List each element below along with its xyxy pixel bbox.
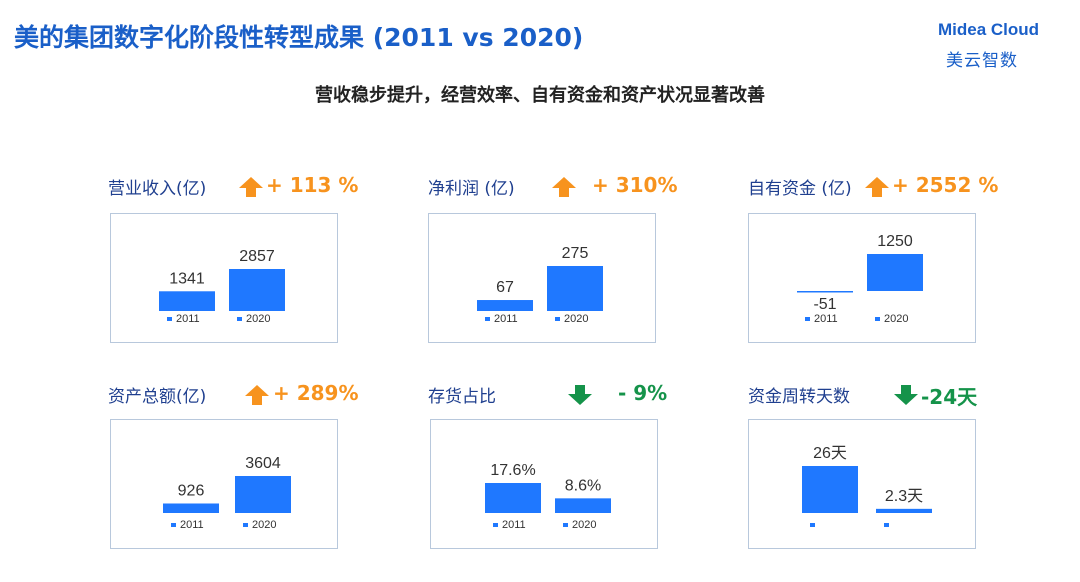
kpi-bar-chart: -51 1250 2011 2020 [797,233,923,325]
kpi-title: 营业收入(亿) [108,179,207,199]
kpi-bar-chart: 1341 2857 2011 2020 [159,248,285,325]
kpi-change: + 289% [273,381,359,405]
legend-label: 2020 [246,313,270,325]
legend-label: 2011 [176,313,200,325]
bar-value-label: 926 [178,482,205,499]
legend-marker [243,523,248,527]
bar-value-label: 67 [496,279,514,296]
bar-2020 [229,269,285,311]
legend-marker [485,317,490,321]
kpi-title: 存货占比 [428,387,496,407]
legend-marker [805,317,810,321]
legend-marker [493,523,498,527]
bar-value-label: 3604 [245,455,281,472]
bar-2020 [555,498,611,513]
kpi-bar-chart: 926 3604 2011 2020 [163,455,291,531]
bar-item0 [802,466,858,513]
bar-2011 [485,483,541,513]
kpi-change: -24天 [921,385,978,409]
arrow-up-icon [244,384,270,410]
legend-marker [237,317,242,321]
arrow-up-icon [551,176,577,202]
kpi-change: + 310% [592,173,678,197]
kpi-change: + 113 % [266,173,359,197]
kpi-title: 自有资金 (亿) [748,179,852,199]
page-subtitle: 营收稳步提升，经营效率、自有资金和资产状况显著改善 [315,85,765,106]
kpi-chart-card: 926 3604 2011 2020 [110,419,338,549]
bar-2011 [163,503,219,513]
bar-item1 [876,508,932,513]
kpi-title: 资金周转天数 [748,387,850,407]
bar-value-label: 8.6% [565,477,601,494]
logo-text-cn: 美云智数 [946,51,1018,71]
bar-2011 [797,291,853,293]
legend-marker [167,317,172,321]
kpi-chart-card: 17.6% 8.6% 2011 2020 [430,419,658,549]
bar-2011 [159,291,215,311]
legend-label: 2011 [180,519,204,531]
legend-marker [875,317,880,321]
arrow-down-icon [893,384,919,410]
kpi-bar-chart: 17.6% 8.6% 2011 2020 [485,462,611,531]
bar-value-label: 26天 [813,445,847,462]
arrow-down-icon [567,384,593,410]
bar-value-label: 17.6% [490,462,535,479]
bar-value-label: -51 [813,296,836,313]
legend-label: 2020 [252,519,276,531]
kpi-change: - 9% [618,381,668,405]
kpi-title: 资产总额(亿) [108,387,207,407]
bar-2020 [547,266,603,311]
legend-label: 2011 [502,519,526,531]
bar-value-label: 1341 [169,270,205,287]
legend-marker [171,523,176,527]
bar-value-label: 275 [562,245,589,262]
kpi-bar-chart: 67 275 2011 2020 [477,245,603,325]
legend-marker [555,317,560,321]
legend-label: 2020 [564,313,588,325]
legend-marker [810,523,815,527]
bar-value-label: 1250 [877,233,913,250]
legend-label: 2011 [814,313,838,325]
legend-marker [563,523,568,527]
arrow-up-icon [238,176,264,202]
bar-2020 [867,254,923,291]
page-title: 美的集团数字化阶段性转型成果 (2011 vs 2020) [14,23,584,52]
kpi-chart-card: 26天 2.3天 [748,419,976,549]
bar-value-label: 2857 [239,248,275,265]
midea-cloud-logo: Midea Cloud 美云智数 [938,20,1068,71]
legend-label: 2020 [884,313,908,325]
logo-text-en: Midea Cloud [938,20,1040,39]
legend-label: 2020 [572,519,596,531]
legend-marker [884,523,889,527]
kpi-chart-card: 1341 2857 2011 2020 [110,213,338,343]
kpi-chart-card: 67 275 2011 2020 [428,213,656,343]
bar-value-label: 2.3天 [885,488,923,505]
legend-label: 2011 [494,313,518,325]
kpi-chart-card: -51 1250 2011 2020 [748,213,976,343]
arrow-up-icon [864,176,890,202]
kpi-bar-chart: 26天 2.3天 [802,445,932,527]
kpi-change: + 2552 % [892,173,999,197]
kpi-title: 净利润 (亿) [428,179,515,199]
bar-2011 [477,300,533,311]
bar-2020 [235,476,291,513]
